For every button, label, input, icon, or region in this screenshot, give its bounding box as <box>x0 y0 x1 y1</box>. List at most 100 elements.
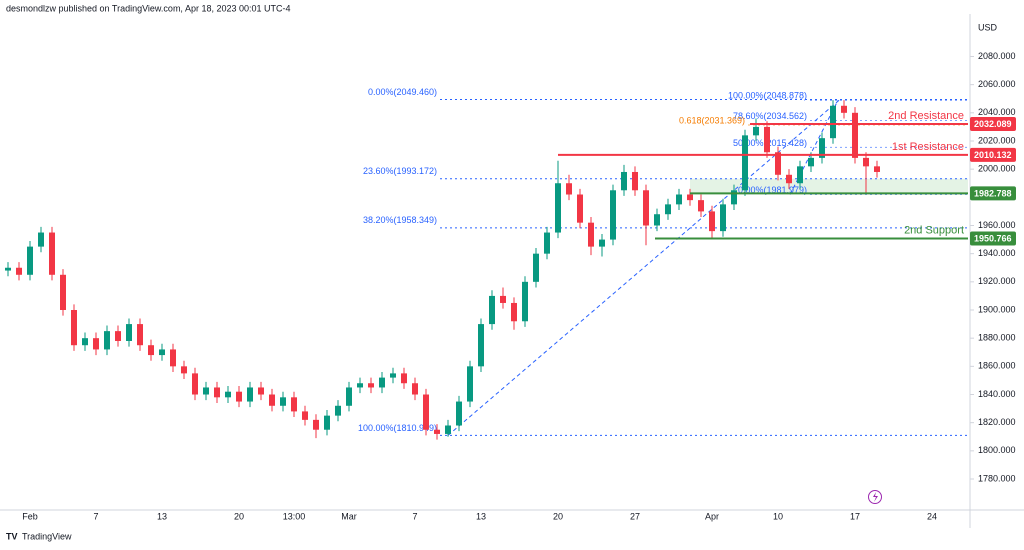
candle-body <box>632 171 638 191</box>
candle-body <box>676 194 682 205</box>
candle-body <box>566 183 572 195</box>
candle-body <box>654 214 660 226</box>
candle-body <box>775 152 781 175</box>
price-tag-label: 2032.089 <box>974 119 1012 129</box>
x-tick-label: 17 <box>850 511 860 521</box>
candle-body <box>181 366 187 374</box>
candle-body <box>71 310 77 346</box>
candle-body <box>555 183 561 233</box>
candle-body <box>511 302 517 322</box>
candle-body <box>467 366 473 402</box>
x-tick-label: 13 <box>157 511 167 521</box>
y-tick-label: 1960.000 <box>978 220 1016 230</box>
candle-body <box>786 174 792 184</box>
fib-label: 100.00%(2048.878) <box>728 91 807 101</box>
fib-label: 78.60%(2034.562) <box>733 111 807 121</box>
y-tick-label: 1800.000 <box>978 445 1016 455</box>
candle-body <box>742 135 748 191</box>
x-tick-label: 20 <box>553 511 563 521</box>
candle-body <box>423 394 429 430</box>
candle-body <box>643 190 649 226</box>
candle-body <box>379 377 385 388</box>
candle-body <box>456 401 462 426</box>
candle-body <box>225 391 231 398</box>
candle-body <box>390 373 396 378</box>
candle-body <box>500 295 506 303</box>
level-name: 2nd Resistance <box>888 110 964 122</box>
candle-body <box>412 383 418 395</box>
y-tick-label: 1900.000 <box>978 304 1016 314</box>
candle-body <box>621 171 627 191</box>
x-tick-label: 24 <box>927 511 937 521</box>
y-tick-label: 1780.000 <box>978 473 1016 483</box>
alert-icon[interactable] <box>868 490 882 504</box>
candle-body <box>841 105 847 113</box>
candle-body <box>852 112 858 158</box>
y-tick-label: 1840.000 <box>978 389 1016 399</box>
price-tag <box>970 231 1016 246</box>
candle-body <box>874 166 880 172</box>
candle-body <box>434 429 440 434</box>
support-zone <box>690 178 968 194</box>
x-tick-label: 13:00 <box>283 511 306 521</box>
candle-body <box>445 425 451 434</box>
candle-body <box>357 383 363 388</box>
level-name: 1st Resistance <box>892 141 964 153</box>
candle-body <box>830 105 836 139</box>
y-tick-label: 1860.000 <box>978 361 1016 371</box>
y-tick-label: 2080.000 <box>978 51 1016 61</box>
candle-body <box>797 166 803 184</box>
candle-body <box>401 373 407 384</box>
candle-body <box>192 373 198 395</box>
candle-body <box>577 194 583 223</box>
footer: TradingView <box>22 531 72 541</box>
candle-body <box>27 246 33 275</box>
y-tick-label: 2000.000 <box>978 164 1016 174</box>
candle-body <box>610 190 616 240</box>
price-tag-label: 2010.132 <box>974 150 1012 160</box>
candle-body <box>5 267 11 271</box>
candle-body <box>489 295 495 325</box>
candle-body <box>720 204 726 232</box>
candle-body <box>269 394 275 406</box>
price-tag <box>970 147 1016 162</box>
y-tick-label: 2060.000 <box>978 79 1016 89</box>
level-name: 2nd Support <box>904 224 964 236</box>
candle-body <box>291 397 297 412</box>
y-tick-label: 2020.000 <box>978 135 1016 145</box>
candle-body <box>368 383 374 388</box>
candle-body <box>159 349 165 356</box>
y-tick-label: 1920.000 <box>978 276 1016 286</box>
header: desmondlzw published on TradingView.com,… <box>6 3 291 13</box>
candle-body <box>599 239 605 247</box>
candle-body <box>148 345 154 356</box>
candle-body <box>203 387 209 395</box>
candle-body <box>346 387 352 406</box>
x-tick-label: Apr <box>705 511 719 521</box>
x-tick-label: Feb <box>22 511 38 521</box>
fib-label: 100.00%(1810.949) <box>358 423 437 433</box>
price-tag <box>970 186 1016 201</box>
candle-body <box>49 232 55 275</box>
x-tick-label: 13 <box>476 511 486 521</box>
candle-body <box>731 190 737 205</box>
x-tick-label: Mar <box>341 511 357 521</box>
candle-body <box>478 324 484 367</box>
candle-body <box>247 387 253 402</box>
candle-body <box>665 204 671 215</box>
candle-body <box>16 267 22 275</box>
candle-body <box>533 253 539 282</box>
candle-body <box>302 411 308 420</box>
x-tick-label: 7 <box>93 511 98 521</box>
fib-label: 0.00%(1981.979) <box>738 185 807 195</box>
candle-body <box>687 194 693 201</box>
candle-body <box>258 387 264 395</box>
y-tick-label: 2040.000 <box>978 107 1016 117</box>
fib-label: 23.60%(1993.172) <box>363 166 437 176</box>
axis-unit: USD <box>978 22 998 32</box>
price-tag-label: 1982.788 <box>974 188 1012 198</box>
logo-mark: TV <box>6 531 18 541</box>
candle-body <box>115 331 121 341</box>
candle-body <box>808 157 814 167</box>
fib-label: 0.618(2031.369) <box>679 115 745 125</box>
